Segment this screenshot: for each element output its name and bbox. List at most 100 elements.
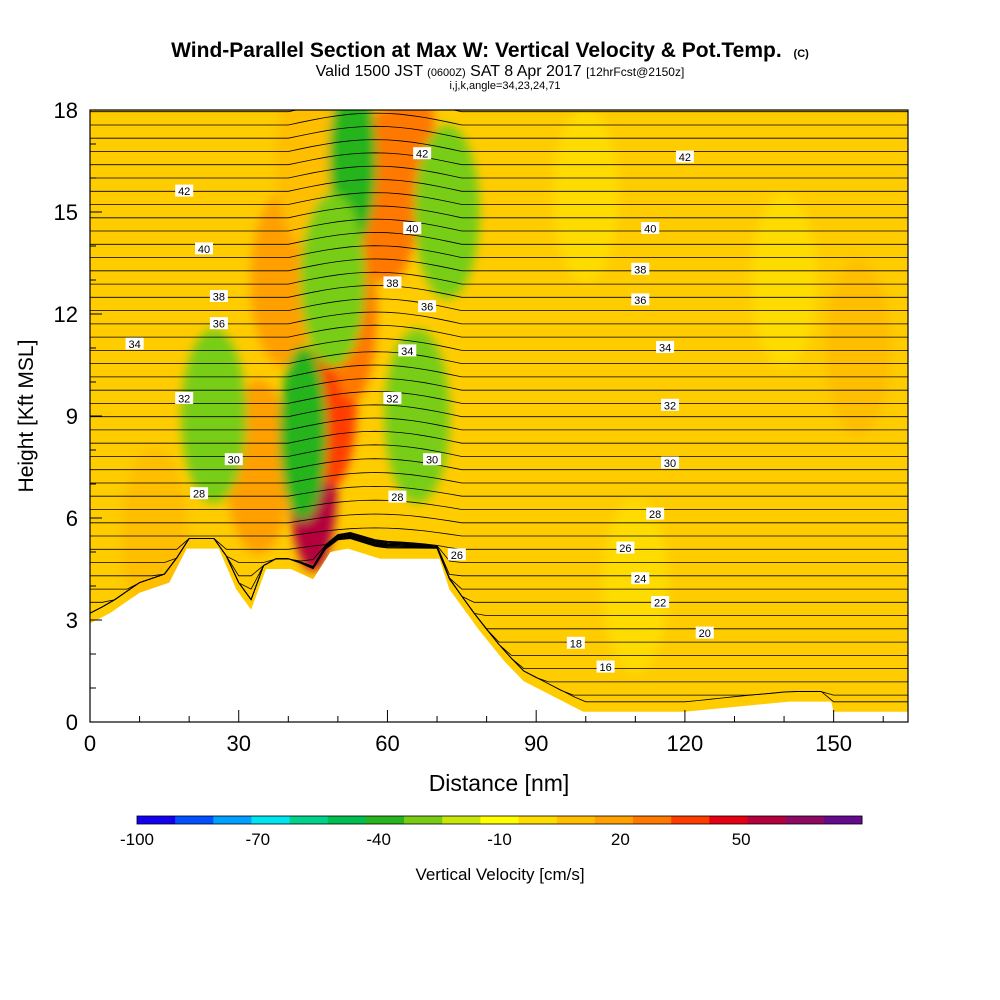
isentrope-line (90, 231, 908, 245)
isentrope-line (90, 430, 908, 444)
colorbar-swatch (747, 816, 787, 824)
isentrope-label-text: 22 (654, 598, 666, 610)
isentrope-line (90, 532, 908, 563)
x-tick-label: 150 (815, 731, 852, 756)
colorbar-swatch (556, 816, 596, 824)
isentrope-label: 38 (631, 262, 650, 276)
plot-area: 42 40 38 36 34 32 30 28 42 40 38 36 34 32 30 28 26 42 40 38… (90, 110, 908, 722)
colorbar-swatch (251, 816, 291, 824)
isentrope-label-text: 34 (401, 346, 413, 358)
isentrope-labels: 42 40 38 36 34 32 30 28 42 40 38 36 34 32 30 28 26 42 40 38… (125, 147, 714, 674)
colorbar-tick-label: -100 (120, 830, 154, 849)
velocity-cell-11 (181, 328, 247, 504)
isentrope-label-text: 38 (386, 278, 398, 290)
isentrope-line (90, 139, 908, 152)
isentrope-label-text: 40 (198, 244, 210, 256)
isentrope-label: 36 (209, 317, 228, 331)
colorbar-swatch (365, 816, 405, 824)
isentrope-label: 34 (398, 344, 417, 358)
isentrope-lines (90, 110, 908, 703)
chart-title: Wind-Parallel Section at Max W: Vertical… (171, 39, 809, 62)
colorbar-swatch (823, 816, 863, 824)
isentrope-line (90, 364, 908, 378)
colorbar-swatch (785, 816, 825, 824)
y-tick-label: 9 (66, 404, 78, 429)
isentrope-label-text: 32 (386, 394, 398, 406)
isentrope-line (90, 472, 908, 484)
isentrope-line (90, 404, 908, 418)
isentrope-line (90, 417, 908, 431)
chart-title-mark: (C) (794, 48, 810, 60)
isentrope-label: 34 (125, 337, 144, 351)
colorbar: -100 -70 -40 -10 20 50 (120, 815, 863, 849)
subtitle-forecast: [12hrFcst@2150z] (586, 65, 684, 79)
isentrope-label-text: 28 (193, 489, 205, 501)
isentrope-label-text: 40 (406, 224, 418, 236)
chart-subtitle: Valid 1500 JST (0600Z) SAT 8 Apr 2017 [1… (316, 63, 685, 80)
isentrope-label: 42 (413, 147, 432, 161)
colorbar-swatch (442, 816, 481, 824)
isentrope-label-text: 28 (649, 509, 661, 521)
isentrope-label-text: 32 (664, 400, 676, 412)
y-tick-label: 3 (66, 608, 78, 633)
x-axis: 0 30 60 90 120 150 (84, 710, 884, 756)
isentrope-line (90, 271, 908, 285)
isentrope-line (90, 178, 908, 192)
terrain-mask (90, 548, 908, 722)
isentrope-label-text: 26 (451, 550, 463, 562)
isentrope-label-text: 20 (699, 628, 711, 640)
colorbar-swatch (289, 816, 329, 824)
isentrope-label-text: 38 (213, 292, 225, 304)
isentrope-label-text: 34 (659, 343, 671, 355)
isentrope-label-text: 18 (570, 638, 582, 650)
isentrope-label: 32 (661, 398, 680, 412)
y-axis-label: Height [Kft MSL] (15, 340, 38, 493)
isentrope-label: 30 (423, 453, 442, 467)
y-tick-label: 18 (54, 98, 78, 123)
x-tick-label: 60 (375, 731, 399, 756)
isentrope-label: 16 (596, 660, 615, 674)
isentrope-label-text: 30 (228, 455, 240, 467)
isentrope-label-text: 28 (391, 492, 403, 504)
isentrope-label: 30 (224, 453, 243, 467)
colorbar-swatch (480, 816, 520, 824)
isentrope-line (90, 205, 908, 219)
velocity-cell-13 (414, 124, 480, 300)
isentrope-line (90, 112, 908, 126)
isentrope-label: 22 (651, 596, 670, 610)
isentrope-label: 40 (641, 222, 660, 236)
isentrope-label: 42 (675, 150, 694, 164)
velocity-cell-16 (825, 260, 892, 436)
isentrope-label: 38 (383, 276, 402, 290)
velocity-cell-18 (553, 110, 619, 283)
x-tick-label: 90 (524, 731, 548, 756)
isentrope-label-text: 42 (416, 149, 428, 161)
colorbar-frame (136, 815, 863, 825)
isentrope-label-text: 36 (634, 295, 646, 307)
isentrope-label-text: 30 (426, 455, 438, 467)
isentrope-line (90, 485, 908, 497)
colorbar-label: Vertical Velocity [cm/s] (415, 865, 584, 884)
isentrope-label-text: 42 (178, 186, 190, 198)
chart-subtitle-indices: i,j,k,angle=34,23,24,71 (449, 80, 560, 92)
y-tick-label: 0 (66, 710, 78, 735)
isentrope-label: 26 (447, 548, 466, 562)
y-tick-label: 15 (54, 200, 78, 225)
isentrope-label: 28 (190, 487, 209, 501)
isentrope-line (90, 192, 908, 205)
velocity-cell-15 (751, 192, 817, 368)
isentrope-label-text: 38 (634, 264, 646, 276)
colorbar-tick-label: -70 (246, 830, 271, 849)
isentrope-label-text: 32 (178, 394, 190, 406)
isentrope-line (90, 218, 908, 232)
x-tick-label: 120 (667, 731, 704, 756)
isentrope-label-text: 42 (679, 152, 691, 164)
colorbar-swatch (594, 816, 634, 824)
isentrope-line (90, 258, 908, 272)
isentrope-line (90, 499, 908, 510)
isentrope-label-text: 36 (213, 319, 225, 331)
isentrope-label: 20 (695, 626, 714, 640)
isentrope-line (90, 110, 908, 113)
colorbar-swatch (404, 816, 443, 824)
isentrope-label-text: 16 (599, 662, 611, 674)
